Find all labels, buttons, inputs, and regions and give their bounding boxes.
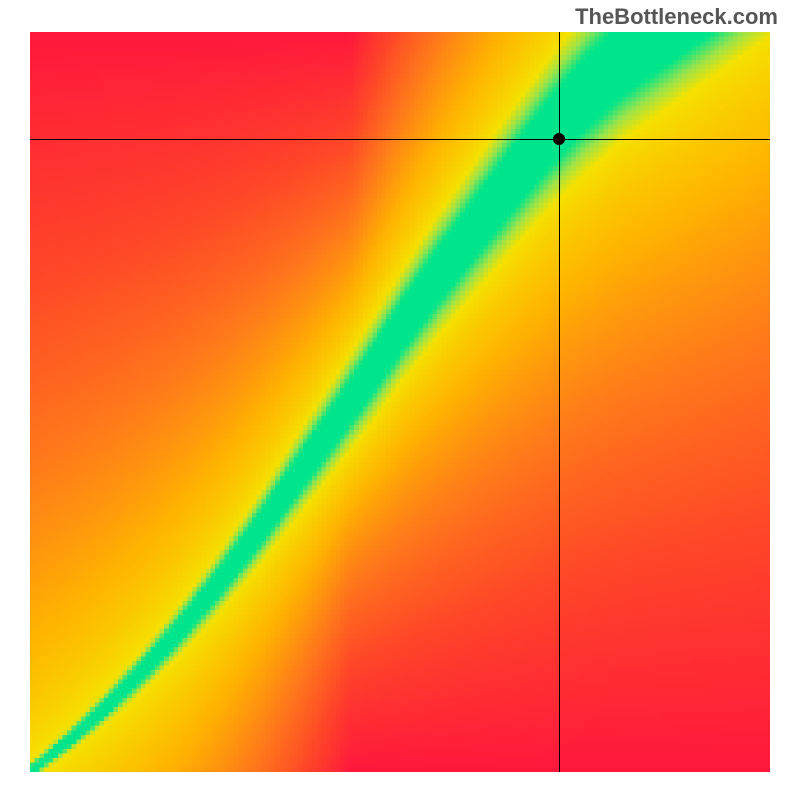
heatmap-canvas [30,32,770,772]
chart-container: TheBottleneck.com [0,0,800,800]
plot-area [30,32,770,772]
watermark-text: TheBottleneck.com [575,4,778,30]
crosshair-horizontal [30,139,770,140]
crosshair-marker [553,133,565,145]
